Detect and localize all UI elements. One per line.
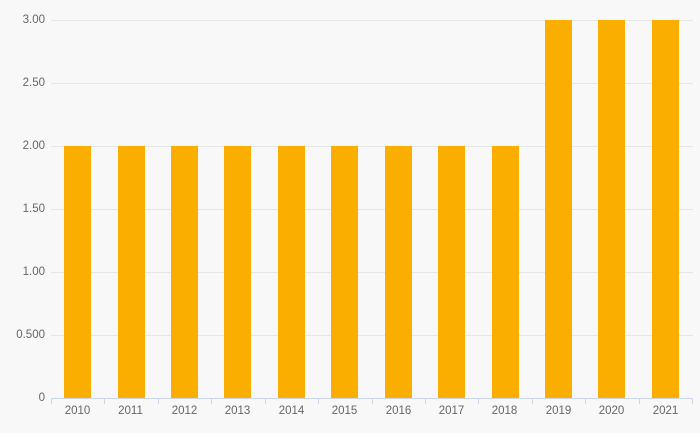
- x-axis-label-2014: 2014: [278, 405, 305, 417]
- bar-2014[interactable]: [278, 146, 305, 398]
- y-axis-label-2.00: 2.00: [22, 140, 45, 152]
- y-axis-label-1.00: 1.00: [22, 266, 45, 278]
- y-axis-label-3.00: 3.00: [22, 14, 45, 26]
- bar-2017[interactable]: [438, 146, 465, 398]
- gridline-2.00: [51, 146, 693, 147]
- bar-2018[interactable]: [492, 146, 519, 398]
- x-axis-tick: [425, 398, 426, 404]
- x-axis-tick: [585, 398, 586, 404]
- x-axis-label-2016: 2016: [385, 405, 412, 417]
- y-axis-label-1.50: 1.50: [22, 203, 45, 215]
- x-axis-tick: [51, 398, 52, 404]
- y-axis-label-0.500: 0.500: [16, 329, 45, 341]
- x-axis-label-2018: 2018: [491, 405, 518, 417]
- x-axis-label-2010: 2010: [64, 405, 91, 417]
- bar-2021[interactable]: [652, 20, 679, 398]
- bar-2020[interactable]: [598, 20, 625, 398]
- x-axis-tick: [639, 398, 640, 404]
- bar-2010[interactable]: [64, 146, 91, 398]
- bar-2013[interactable]: [224, 146, 251, 398]
- x-axis-label-2015: 2015: [331, 405, 358, 417]
- gridline-1.00: [51, 272, 693, 273]
- x-axis-label-2012: 2012: [171, 405, 198, 417]
- bar-2011[interactable]: [118, 146, 145, 398]
- x-axis-tick: [478, 398, 479, 404]
- gridline-0.500: [51, 335, 693, 336]
- y-axis-label-0: 0: [38, 392, 45, 404]
- x-axis-label-2020: 2020: [598, 405, 625, 417]
- x-axis-tick: [211, 398, 212, 404]
- x-axis-tick: [532, 398, 533, 404]
- y-axis-label-2.50: 2.50: [22, 77, 45, 89]
- gridline-3.00: [51, 20, 693, 21]
- x-axis-tick: [265, 398, 266, 404]
- x-axis-tick: [692, 398, 693, 404]
- bar-2019[interactable]: [545, 20, 572, 398]
- bar-2015[interactable]: [331, 146, 358, 398]
- x-axis-label-2013: 2013: [224, 405, 251, 417]
- x-axis-tick: [104, 398, 105, 404]
- x-axis-label-2019: 2019: [545, 405, 572, 417]
- gridline-2.50: [51, 83, 693, 84]
- x-axis-label-2011: 2011: [118, 405, 143, 417]
- x-axis-tick: [318, 398, 319, 404]
- x-axis-tick: [372, 398, 373, 404]
- x-axis-tick: [158, 398, 159, 404]
- x-axis-label-2021: 2021: [652, 405, 679, 417]
- gridline-1.50: [51, 209, 693, 210]
- bar-2016[interactable]: [385, 146, 412, 398]
- x-axis-label-2017: 2017: [438, 405, 465, 417]
- bar-2012[interactable]: [171, 146, 198, 398]
